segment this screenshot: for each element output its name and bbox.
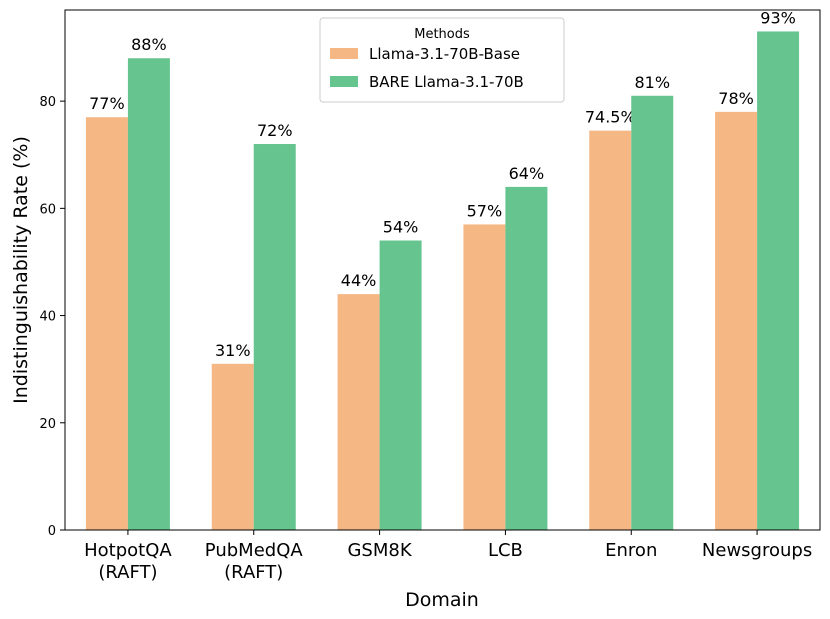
x-tick-label-2: GSM8K — [347, 540, 412, 561]
bar-1-0 — [127, 58, 170, 530]
y-tick-label-2: 40 — [39, 310, 56, 325]
bar-value-label-1-2: 54% — [383, 218, 419, 237]
x-tick-label-line: Newsgroups — [702, 540, 812, 561]
bar-0-0 — [85, 117, 128, 530]
axes-frame — [64, 9, 821, 531]
y-tick-label-1: 20 — [39, 417, 56, 432]
x-axis-label: Domain — [405, 589, 479, 611]
bar-value-label-0-2: 44% — [341, 271, 377, 290]
bar-value-label-1-4: 81% — [634, 73, 670, 92]
x-tick-label-4: Enron — [605, 540, 657, 561]
bar-value-label-0-4: 74.5% — [585, 108, 636, 127]
x-tick-label-0: HotpotQA (RAFT) — [84, 540, 172, 583]
legend-entry-bare: BARE Llama-3.1-70B — [369, 73, 524, 91]
bar-value-label-0-5: 78% — [718, 89, 754, 108]
bar-value-label-0-3: 57% — [467, 201, 503, 220]
bar-1-2 — [379, 240, 422, 531]
bar-0-4 — [589, 130, 632, 530]
bar-1-1 — [253, 144, 296, 530]
legend-entry-base: Llama-3.1-70B-Base — [369, 45, 520, 63]
bar-0-5 — [715, 111, 758, 531]
y-tick-label-4: 80 — [39, 95, 56, 110]
bar-0-1 — [211, 363, 254, 530]
x-tick-label-line: Enron — [605, 540, 657, 561]
bar-0-2 — [337, 294, 380, 530]
y-tick-label-0: 0 — [48, 524, 56, 539]
bar-value-label-0-0: 77% — [89, 94, 125, 113]
legend-title: Methods — [414, 27, 470, 42]
x-tick-label-line: HotpotQA — [84, 540, 172, 561]
legend-box — [319, 17, 565, 103]
legend-swatch-bare — [330, 76, 358, 87]
legend-swatch-base — [330, 48, 358, 59]
bar-1-5 — [757, 31, 800, 530]
x-tick-label-1: PubMedQA (RAFT) — [205, 540, 304, 583]
bar-value-label-1-3: 64% — [509, 164, 545, 183]
bar-0-3 — [463, 224, 506, 530]
x-tick-label-3: LCB — [488, 540, 523, 561]
legend: Methods Llama-3.1-70B-Base BARE Llama-3.… — [319, 17, 565, 103]
bar-value-label-1-5: 93% — [760, 8, 796, 27]
plot-area: 77% 31% 44% 57% 74.5% 78% 88% 72% 54% 64% 81% 93% 0 2… — [39, 8, 821, 583]
x-tick-label-line: (RAFT) — [98, 562, 157, 583]
bar-value-label-1-0: 88% — [131, 35, 167, 54]
bar-value-label-1-1: 72% — [257, 121, 293, 140]
x-tick-label-line: GSM8K — [347, 540, 412, 561]
y-tick-label-3: 60 — [39, 202, 56, 217]
y-axis-label: Indistinguishability Rate (%) — [10, 136, 32, 404]
x-tick-label-5: Newsgroups — [702, 540, 812, 561]
bar-1-3 — [505, 186, 548, 530]
x-tick-label-line: (RAFT) — [224, 562, 283, 583]
x-tick-label-line: PubMedQA — [205, 540, 304, 561]
bar-value-label-0-1: 31% — [215, 341, 251, 360]
bar-1-4 — [631, 95, 674, 530]
x-tick-label-line: LCB — [488, 540, 523, 561]
